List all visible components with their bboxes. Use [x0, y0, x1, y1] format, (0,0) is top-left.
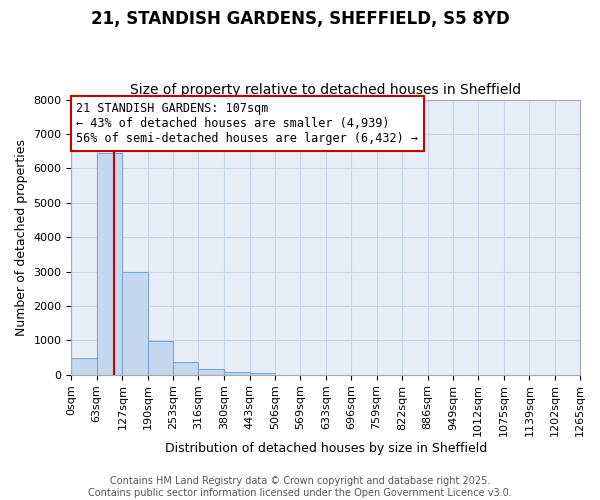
Bar — [148, 341, 173, 374]
Text: 21 STANDISH GARDENS: 107sqm
← 43% of detached houses are smaller (4,939)
56% of : 21 STANDISH GARDENS: 107sqm ← 43% of det… — [76, 102, 418, 146]
Bar — [224, 372, 250, 374]
Y-axis label: Number of detached properties: Number of detached properties — [15, 138, 28, 336]
Bar — [122, 272, 148, 374]
Bar — [71, 358, 97, 374]
Title: Size of property relative to detached houses in Sheffield: Size of property relative to detached ho… — [130, 83, 521, 97]
Bar — [250, 373, 275, 374]
Bar — [173, 362, 199, 374]
Bar — [97, 153, 122, 374]
Text: 21, STANDISH GARDENS, SHEFFIELD, S5 8YD: 21, STANDISH GARDENS, SHEFFIELD, S5 8YD — [91, 10, 509, 28]
X-axis label: Distribution of detached houses by size in Sheffield: Distribution of detached houses by size … — [164, 442, 487, 455]
Text: Contains HM Land Registry data © Crown copyright and database right 2025.
Contai: Contains HM Land Registry data © Crown c… — [88, 476, 512, 498]
Bar — [199, 369, 224, 374]
